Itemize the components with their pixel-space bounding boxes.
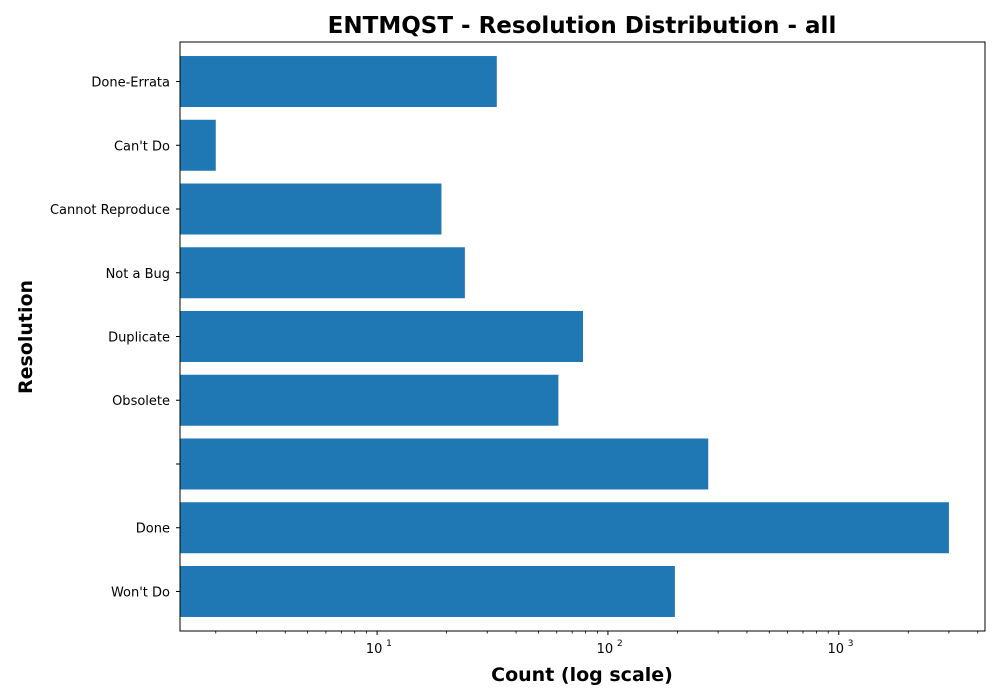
- y-tick-label: Won't Do: [111, 585, 170, 600]
- bar: [180, 183, 442, 235]
- bar: [180, 56, 497, 108]
- bar: [180, 119, 216, 171]
- x-tick-exponent: 2: [617, 639, 623, 649]
- plot-frame: [179, 41, 986, 632]
- bar: [180, 502, 949, 554]
- x-tick-label: 10: [827, 642, 844, 657]
- y-tick-label: Done-Errata: [91, 76, 170, 91]
- y-tick-label: Cannot Reproduce: [50, 203, 170, 218]
- x-tick-exponent: 3: [848, 639, 854, 649]
- x-tick-label: 10: [366, 642, 383, 657]
- bar: [180, 247, 465, 299]
- y-tick-label: Obsolete: [112, 394, 170, 409]
- y-tick-label: Can't Do: [114, 139, 170, 154]
- x-tick-exponent: 1: [386, 639, 392, 649]
- y-axis-ticks: Won't Do Done Obsolete Duplicate Not a Bug Ca…: [50, 76, 180, 600]
- chart-title: ENTMQST - Resolution Distribution - all: [328, 13, 837, 39]
- y-axis-label: Resolution: [15, 280, 37, 394]
- bar: [180, 374, 559, 426]
- bars-group: [180, 56, 949, 617]
- x-axis-label: Count (log scale): [491, 664, 673, 686]
- x-tick-label: 10: [597, 642, 614, 657]
- y-tick-label: Not a Bug: [106, 267, 170, 282]
- bar: [180, 311, 584, 362]
- bar: [180, 565, 675, 617]
- bar: [180, 438, 709, 490]
- y-tick-label: Duplicate: [108, 331, 170, 346]
- y-tick-label: Done: [136, 522, 170, 537]
- x-axis-ticks: 10 1 10 2 10 3: [215, 631, 979, 657]
